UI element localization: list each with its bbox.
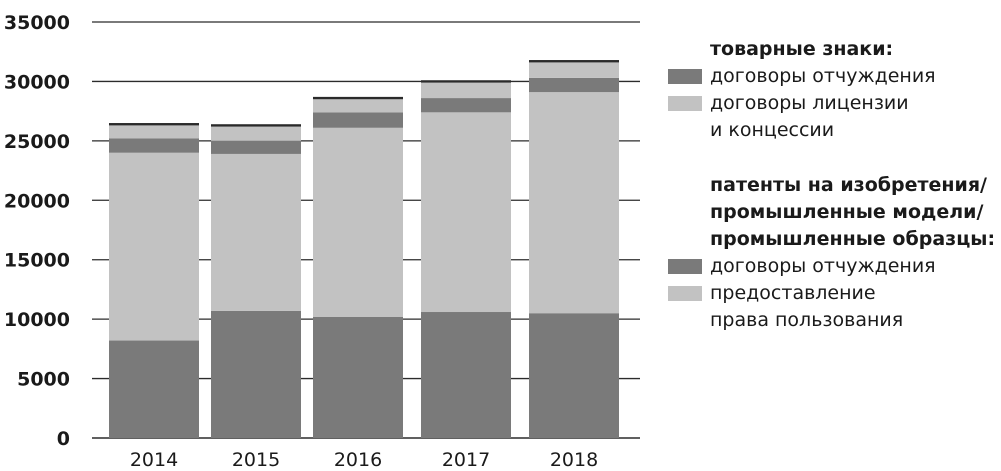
- bar-segment: [529, 77, 619, 93]
- bar-segment: [313, 96, 403, 100]
- x-tick-label: 2017: [442, 449, 490, 471]
- legend-title-patents: патенты на изобретения/ промышленные мод…: [710, 174, 996, 250]
- y-tick-label: 5000: [17, 369, 70, 391]
- legend-label: договоры лицензии и концессии: [710, 92, 909, 141]
- bar-segment: [211, 310, 301, 438]
- bar-segment: [529, 313, 619, 438]
- bar-segment: [109, 125, 199, 139]
- bar-segment: [109, 152, 199, 341]
- y-tick-label: 25000: [4, 131, 70, 153]
- bar-segment: [313, 99, 403, 113]
- legend-swatch: [668, 96, 702, 111]
- bar-segment: [211, 124, 301, 127]
- bar-segment: [421, 312, 511, 438]
- legend-label: предоставление права пользования: [710, 282, 904, 331]
- y-tick-label: 0: [57, 428, 70, 450]
- legend-swatch: [668, 259, 702, 274]
- x-tick-label: 2014: [130, 449, 178, 471]
- legend-title-trademarks: товарные знаки:: [710, 38, 894, 60]
- bar-segment: [313, 127, 403, 317]
- legend-swatch: [668, 69, 702, 84]
- bar-segment: [421, 112, 511, 313]
- x-tick-label: 2015: [232, 449, 280, 471]
- bar-segment: [421, 98, 511, 113]
- y-tick-label: 30000: [4, 71, 70, 93]
- y-tick-label: 10000: [4, 309, 70, 331]
- bar-segment: [109, 340, 199, 438]
- y-tick-label: 35000: [4, 12, 70, 34]
- bar-segment: [109, 138, 199, 153]
- legend-label: договоры отчуждения: [710, 255, 936, 277]
- bar-segment: [313, 316, 403, 438]
- bar-segment: [529, 92, 619, 314]
- y-tick-label: 20000: [4, 190, 70, 212]
- stacked-bar-chart: 0 5000 10000 15000 20000 25000 30000 35000 2014 2…: [4, 12, 640, 471]
- legend-label: договоры отчуждения: [710, 65, 936, 87]
- bar-segment: [109, 123, 199, 126]
- bar-segment: [211, 153, 301, 311]
- bar-segment: [421, 82, 511, 99]
- legend-swatch: [668, 286, 702, 301]
- bar-segment: [313, 112, 403, 128]
- y-tick-label: 15000: [4, 250, 70, 272]
- bar-segment: [211, 126, 301, 141]
- x-tick-label: 2018: [550, 449, 598, 471]
- bar-segment: [529, 60, 619, 63]
- bar-segment: [211, 140, 301, 154]
- bar-segment: [529, 62, 619, 78]
- x-tick-label: 2016: [334, 449, 382, 471]
- bar-segment: [421, 80, 511, 83]
